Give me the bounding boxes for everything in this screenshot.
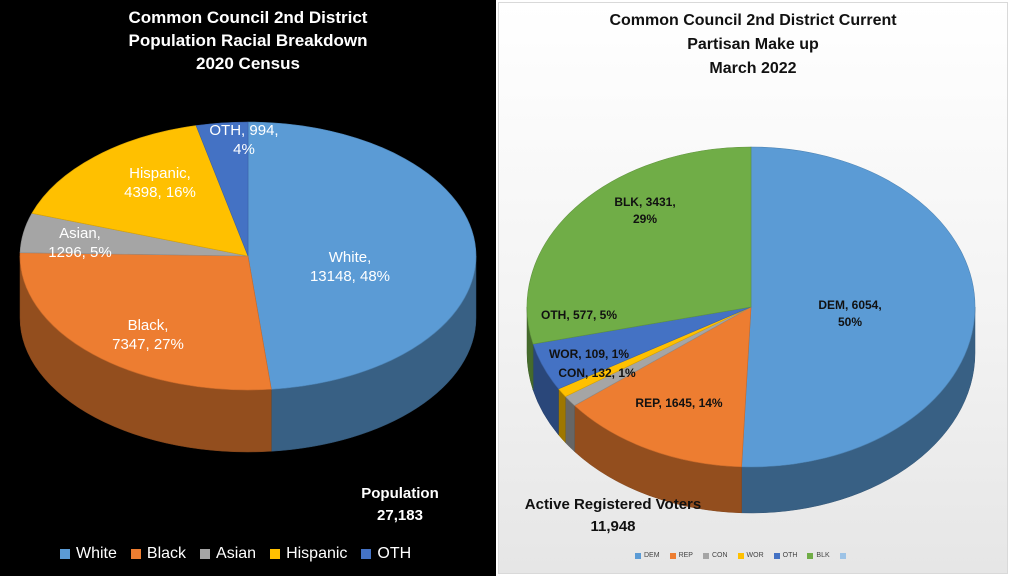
- legend-swatch: [773, 552, 780, 559]
- data-label-hispanic: Hispanic, 4398, 16%: [124, 165, 196, 201]
- data-label-rep: REP, 1645, 14%: [635, 396, 723, 410]
- total-value: 11,948: [590, 518, 636, 535]
- voters-total: Active Registered Voters 11,948: [513, 494, 713, 538]
- total-value: 27,183: [377, 507, 423, 524]
- legend-label: BLK: [816, 552, 830, 559]
- pie-side-con: [565, 395, 575, 453]
- legend-item-con: CON: [702, 552, 728, 559]
- data-label-wor: WOR, 109, 1%: [549, 347, 629, 361]
- title-line-3: March 2022: [709, 60, 797, 77]
- total-label: Active Registered Voters: [524, 496, 702, 513]
- title-line-3: 2020 Census: [196, 54, 300, 73]
- chart-title: Common Council 2nd District Population R…: [0, 6, 496, 75]
- legend-swatch: [737, 552, 744, 559]
- chart-title: Common Council 2nd District Current Part…: [499, 9, 1007, 81]
- title-line-2: Population Racial Breakdown: [128, 31, 368, 50]
- legend-swatch: [130, 549, 141, 559]
- pie-side-wor: [558, 388, 566, 444]
- total-label: Population: [361, 485, 439, 502]
- legend-label: Black: [146, 545, 187, 562]
- data-label-oth: OTH, 994, 4%: [209, 122, 278, 158]
- data-label-con: CON, 132, 1%: [558, 366, 636, 380]
- data-label-blk: BLK, 3431, 29%: [614, 195, 675, 226]
- legend-label: REP: [678, 552, 693, 559]
- legend-swatch: [361, 549, 372, 559]
- partisan-pie-chart: DEM, 6054, 50% REP, 1645, 14% CON, 132, 1% W…: [526, 146, 976, 514]
- legend-label: Hispanic: [286, 545, 348, 562]
- legend-label: Asian: [216, 545, 257, 562]
- legend-swatch: [635, 552, 641, 559]
- chart-legend: DEM REP CON WOR OTH BLK: [635, 552, 859, 559]
- legend-item-blank: [839, 552, 849, 559]
- title-line-1: Common Council 2nd District: [128, 8, 368, 27]
- data-label-oth: OTH, 577, 5%: [541, 308, 617, 322]
- legend-swatch: [702, 552, 709, 559]
- legend-item-blk: BLK: [807, 552, 830, 559]
- pie-slice-rep[interactable]: [574, 306, 752, 468]
- legend-item-oth: OTH: [773, 552, 798, 559]
- legend-item-white: White: [60, 545, 117, 563]
- data-label-dem: DEM, 6054, 50%: [818, 298, 881, 329]
- legend-swatch: [200, 549, 211, 559]
- legend-item-asian: Asian: [200, 545, 256, 563]
- population-pie-chart: White, 13148, 48% Black, 7347, 27% Asian, 129…: [19, 121, 477, 453]
- legend-item-wor: WOR: [737, 552, 764, 559]
- legend-swatch: [807, 552, 814, 559]
- legend-swatch: [60, 549, 70, 559]
- title-line-1: Common Council 2nd District Current: [609, 12, 897, 29]
- pie-slice-blk[interactable]: [526, 146, 752, 345]
- title-line-2: Partisan Make up: [687, 36, 819, 53]
- data-label-white: White, 13148, 48%: [310, 249, 390, 285]
- legend-item-black: Black: [130, 545, 187, 563]
- left-chart-panel: Common Council 2nd District Population R…: [0, 0, 496, 576]
- legend-swatch: [669, 552, 676, 559]
- legend-swatch: [839, 552, 846, 559]
- legend-label: OTH: [782, 552, 798, 559]
- legend-label: WOR: [746, 552, 764, 559]
- legend-item-oth: OTH: [361, 545, 411, 563]
- legend-label: CON: [711, 552, 728, 559]
- legend-item-rep: REP: [669, 552, 693, 559]
- legend-swatch: [270, 549, 281, 559]
- pie-slice-hispanic[interactable]: [31, 125, 249, 257]
- data-label-asian: Asian, 1296, 5%: [48, 225, 111, 261]
- legend-label: OTH: [377, 545, 412, 562]
- pie-slice-dem[interactable]: [741, 146, 976, 468]
- legend-label: White: [76, 545, 117, 562]
- chart-legend: White Black Asian Hispanic OTH: [60, 545, 425, 563]
- legend-label: DEM: [644, 552, 660, 559]
- legend-item-dem: DEM: [635, 552, 660, 559]
- right-chart-panel: Common Council 2nd District Current Part…: [498, 2, 1008, 574]
- pie-slice-black[interactable]: [19, 252, 272, 391]
- population-total: Population 27,183: [350, 483, 450, 527]
- pie-slice-white[interactable]: [247, 121, 477, 390]
- data-label-black: Black, 7347, 27%: [112, 317, 184, 353]
- pie-slice-oth[interactable]: [195, 121, 249, 257]
- legend-item-hispanic: Hispanic: [270, 545, 347, 563]
